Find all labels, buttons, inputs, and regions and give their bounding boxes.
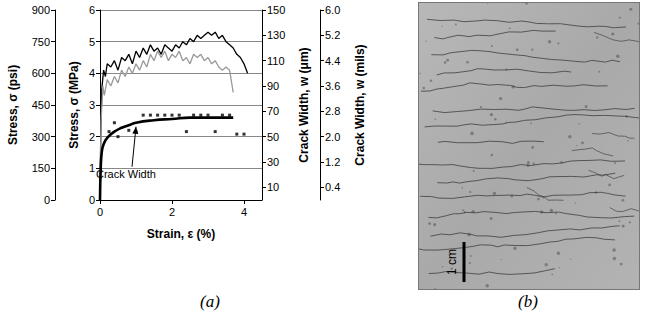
- svg-text:110: 110: [267, 55, 285, 67]
- svg-text:300: 300: [32, 131, 50, 143]
- svg-text:50: 50: [267, 131, 279, 143]
- svg-text:6: 6: [89, 4, 95, 16]
- svg-text:750: 750: [32, 36, 50, 48]
- svg-text:4: 4: [89, 67, 95, 79]
- svg-text:130: 130: [267, 29, 285, 41]
- svg-text:Strain, ε (%): Strain, ε (%): [147, 227, 215, 241]
- svg-text:2.8: 2.8: [325, 105, 340, 117]
- svg-text:5: 5: [89, 36, 95, 48]
- svg-text:70: 70: [267, 105, 279, 117]
- svg-text:Crack Width, w (mils): Crack Width, w (mils): [353, 44, 367, 165]
- svg-text:900: 900: [32, 4, 50, 16]
- svg-text:2: 2: [169, 206, 175, 218]
- svg-text:Stress, σ (psi): Stress, σ (psi): [6, 65, 20, 145]
- svg-text:90: 90: [267, 80, 279, 92]
- svg-text:6.0: 6.0: [325, 4, 340, 16]
- svg-text:4.4: 4.4: [325, 55, 340, 67]
- svg-text:2: 2: [89, 131, 95, 143]
- svg-text:0.4: 0.4: [325, 181, 340, 193]
- svg-text:4: 4: [241, 206, 247, 218]
- svg-text:600: 600: [32, 67, 50, 79]
- svg-text:0: 0: [89, 194, 95, 206]
- svg-text:1 cm: 1 cm: [445, 249, 459, 275]
- svg-text:3.6: 3.6: [325, 80, 340, 92]
- svg-text:150: 150: [32, 162, 50, 174]
- svg-text:0: 0: [97, 206, 103, 218]
- html-text:(b): (b): [518, 292, 538, 311]
- svg-text:30: 30: [267, 156, 279, 168]
- svg-text:150: 150: [267, 4, 285, 16]
- svg-text:1.2: 1.2: [325, 156, 340, 168]
- svg-text:Crack Width: Crack Width: [96, 168, 156, 180]
- svg-text:10: 10: [267, 181, 279, 193]
- svg-text:5.2: 5.2: [325, 29, 340, 41]
- svg-text:2.0: 2.0: [325, 131, 340, 143]
- svg-text:0: 0: [44, 194, 50, 206]
- svg-text:450: 450: [32, 99, 50, 111]
- html-text:(a): (a): [200, 292, 220, 311]
- svg-text:1: 1: [89, 162, 95, 174]
- svg-text:Crack Width, w (μm): Crack Width, w (μm): [297, 47, 311, 162]
- svg-text:Stress, σ (MPa): Stress, σ (MPa): [67, 61, 81, 149]
- svg-text:3: 3: [89, 99, 95, 111]
